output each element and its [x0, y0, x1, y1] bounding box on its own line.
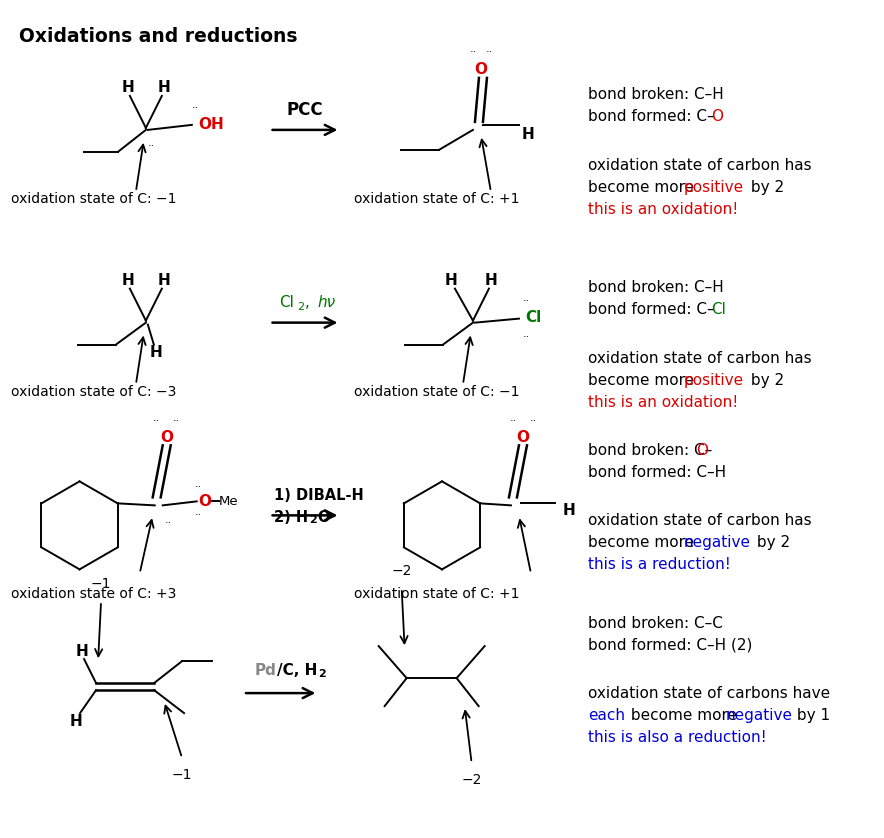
Text: bond broken: C–C: bond broken: C–C	[588, 616, 723, 631]
Text: ··: ··	[523, 296, 530, 306]
Text: H: H	[121, 273, 134, 288]
Text: Me: Me	[218, 495, 239, 508]
Text: this is a reduction!: this is a reduction!	[588, 557, 730, 572]
Text: H: H	[563, 503, 575, 518]
Text: bond broken: C–: bond broken: C–	[588, 442, 713, 458]
Text: −2: −2	[392, 564, 412, 578]
Text: oxidation state of C: +3: oxidation state of C: +3	[11, 587, 176, 602]
Text: Pd: Pd	[255, 663, 277, 678]
Text: Cl: Cl	[711, 303, 726, 317]
Text: H: H	[149, 345, 163, 360]
Text: H: H	[70, 714, 82, 728]
Text: oxidation state of C: −1: oxidation state of C: −1	[354, 385, 519, 399]
Text: bond formed: C–: bond formed: C–	[588, 110, 714, 124]
Text: oxidation state of C: −1: oxidation state of C: −1	[11, 192, 176, 206]
Text: bond broken: C–H: bond broken: C–H	[588, 87, 724, 102]
Text: ··: ··	[194, 483, 202, 493]
Text: become more: become more	[588, 535, 699, 551]
Text: oxidation state of C: +1: oxidation state of C: +1	[354, 192, 519, 206]
Text: this is also a reduction!: this is also a reduction!	[588, 730, 766, 745]
Text: this is an oxidation!: this is an oxidation!	[588, 395, 738, 410]
Text: each: each	[588, 708, 625, 723]
Text: this is an oxidation!: this is an oxidation!	[588, 202, 738, 217]
Text: by 2: by 2	[746, 180, 784, 194]
Text: 2: 2	[318, 669, 326, 679]
Text: by 2: by 2	[752, 535, 790, 551]
Text: oxidation state of carbon has: oxidation state of carbon has	[588, 158, 812, 173]
Text: H: H	[157, 273, 171, 288]
Text: O: O	[516, 430, 530, 445]
Text: PCC: PCC	[286, 101, 324, 119]
Text: −1: −1	[171, 768, 193, 782]
Text: H: H	[522, 127, 534, 142]
Text: H: H	[445, 273, 457, 288]
Text: oxidation state of C: +1: oxidation state of C: +1	[354, 587, 519, 602]
Text: oxidation state of carbon has: oxidation state of carbon has	[588, 513, 812, 528]
Text: by 2: by 2	[746, 373, 784, 387]
Text: O: O	[198, 494, 211, 509]
Text: bond formed: C–: bond formed: C–	[588, 303, 714, 317]
Text: O: O	[317, 510, 330, 525]
Text: ··: ··	[469, 47, 476, 57]
Text: ··: ··	[485, 47, 492, 57]
Text: Cl: Cl	[525, 310, 541, 325]
Text: Cl: Cl	[279, 295, 294, 310]
Text: by 1: by 1	[792, 708, 830, 723]
Text: ··: ··	[173, 416, 180, 427]
Text: 1) DIBAL-H: 1) DIBAL-H	[274, 488, 364, 503]
Text: −2: −2	[461, 773, 482, 787]
Text: become more: become more	[588, 180, 699, 194]
Text: oxidation state of C: −3: oxidation state of C: −3	[11, 385, 176, 399]
Text: −1: −1	[91, 577, 111, 591]
Text: ··: ··	[523, 332, 530, 342]
Text: become more: become more	[588, 373, 699, 387]
Text: bond formed: C–H: bond formed: C–H	[588, 465, 726, 480]
Text: H: H	[157, 80, 171, 96]
Text: ··: ··	[153, 416, 160, 427]
Text: oxidation state of carbon has: oxidation state of carbon has	[588, 350, 812, 365]
Text: 2) H: 2) H	[274, 510, 309, 525]
Text: positive: positive	[684, 373, 744, 387]
Text: become more: become more	[626, 708, 742, 723]
Text: OH: OH	[198, 117, 224, 132]
Text: O: O	[696, 442, 708, 458]
Text: ··: ··	[509, 416, 516, 427]
Text: negative: negative	[726, 708, 793, 723]
Text: ··: ··	[192, 103, 200, 113]
Text: Oxidations and reductions: Oxidations and reductions	[19, 27, 298, 46]
Text: bond formed: C–H (2): bond formed: C–H (2)	[588, 638, 752, 653]
Text: ··: ··	[530, 416, 537, 427]
Text: H: H	[484, 273, 498, 288]
Text: 2: 2	[297, 302, 304, 312]
Text: positive: positive	[684, 180, 744, 194]
Text: negative: negative	[684, 535, 751, 551]
Text: hν: hν	[317, 295, 335, 310]
Text: /C, H: /C, H	[277, 663, 317, 678]
Text: ··: ··	[194, 510, 202, 520]
Text: 2: 2	[309, 515, 316, 525]
Text: O: O	[475, 62, 487, 77]
Text: ··: ··	[164, 519, 172, 529]
Text: oxidation state of carbons have: oxidation state of carbons have	[588, 686, 830, 701]
Text: O: O	[711, 110, 723, 124]
Text: H: H	[76, 644, 88, 659]
Text: ,: ,	[305, 295, 315, 310]
Text: bond broken: C–H: bond broken: C–H	[588, 280, 724, 295]
Text: ··: ··	[149, 141, 156, 151]
Text: H: H	[121, 80, 134, 96]
Text: O: O	[160, 430, 173, 445]
